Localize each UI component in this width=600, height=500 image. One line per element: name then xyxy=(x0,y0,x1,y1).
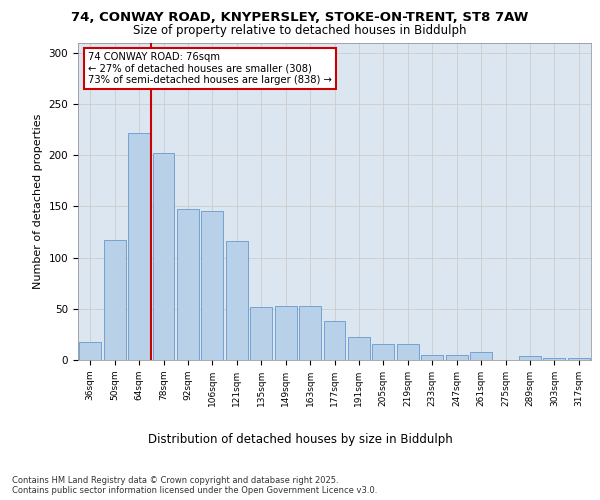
Bar xyxy=(470,352,492,360)
Bar xyxy=(446,355,467,360)
Text: 74 CONWAY ROAD: 76sqm
← 27% of detached houses are smaller (308)
73% of semi-det: 74 CONWAY ROAD: 76sqm ← 27% of detached … xyxy=(88,52,332,85)
Bar xyxy=(79,342,101,360)
Bar xyxy=(202,212,223,360)
Bar xyxy=(373,344,394,360)
Bar xyxy=(421,355,443,360)
Bar xyxy=(250,306,272,360)
Bar xyxy=(152,153,175,360)
Text: Contains HM Land Registry data © Crown copyright and database right 2025.
Contai: Contains HM Land Registry data © Crown c… xyxy=(12,476,377,495)
Bar xyxy=(348,338,370,360)
Bar xyxy=(323,321,346,360)
Bar xyxy=(544,358,565,360)
Bar xyxy=(568,358,590,360)
Bar xyxy=(104,240,125,360)
Text: 74, CONWAY ROAD, KNYPERSLEY, STOKE-ON-TRENT, ST8 7AW: 74, CONWAY ROAD, KNYPERSLEY, STOKE-ON-TR… xyxy=(71,11,529,24)
Bar xyxy=(397,344,419,360)
Bar xyxy=(299,306,321,360)
Bar xyxy=(519,356,541,360)
Bar xyxy=(226,241,248,360)
Bar xyxy=(275,306,296,360)
Y-axis label: Number of detached properties: Number of detached properties xyxy=(33,114,43,289)
Text: Distribution of detached houses by size in Biddulph: Distribution of detached houses by size … xyxy=(148,432,452,446)
Bar xyxy=(128,132,150,360)
Bar xyxy=(177,210,199,360)
Text: Size of property relative to detached houses in Biddulph: Size of property relative to detached ho… xyxy=(133,24,467,37)
